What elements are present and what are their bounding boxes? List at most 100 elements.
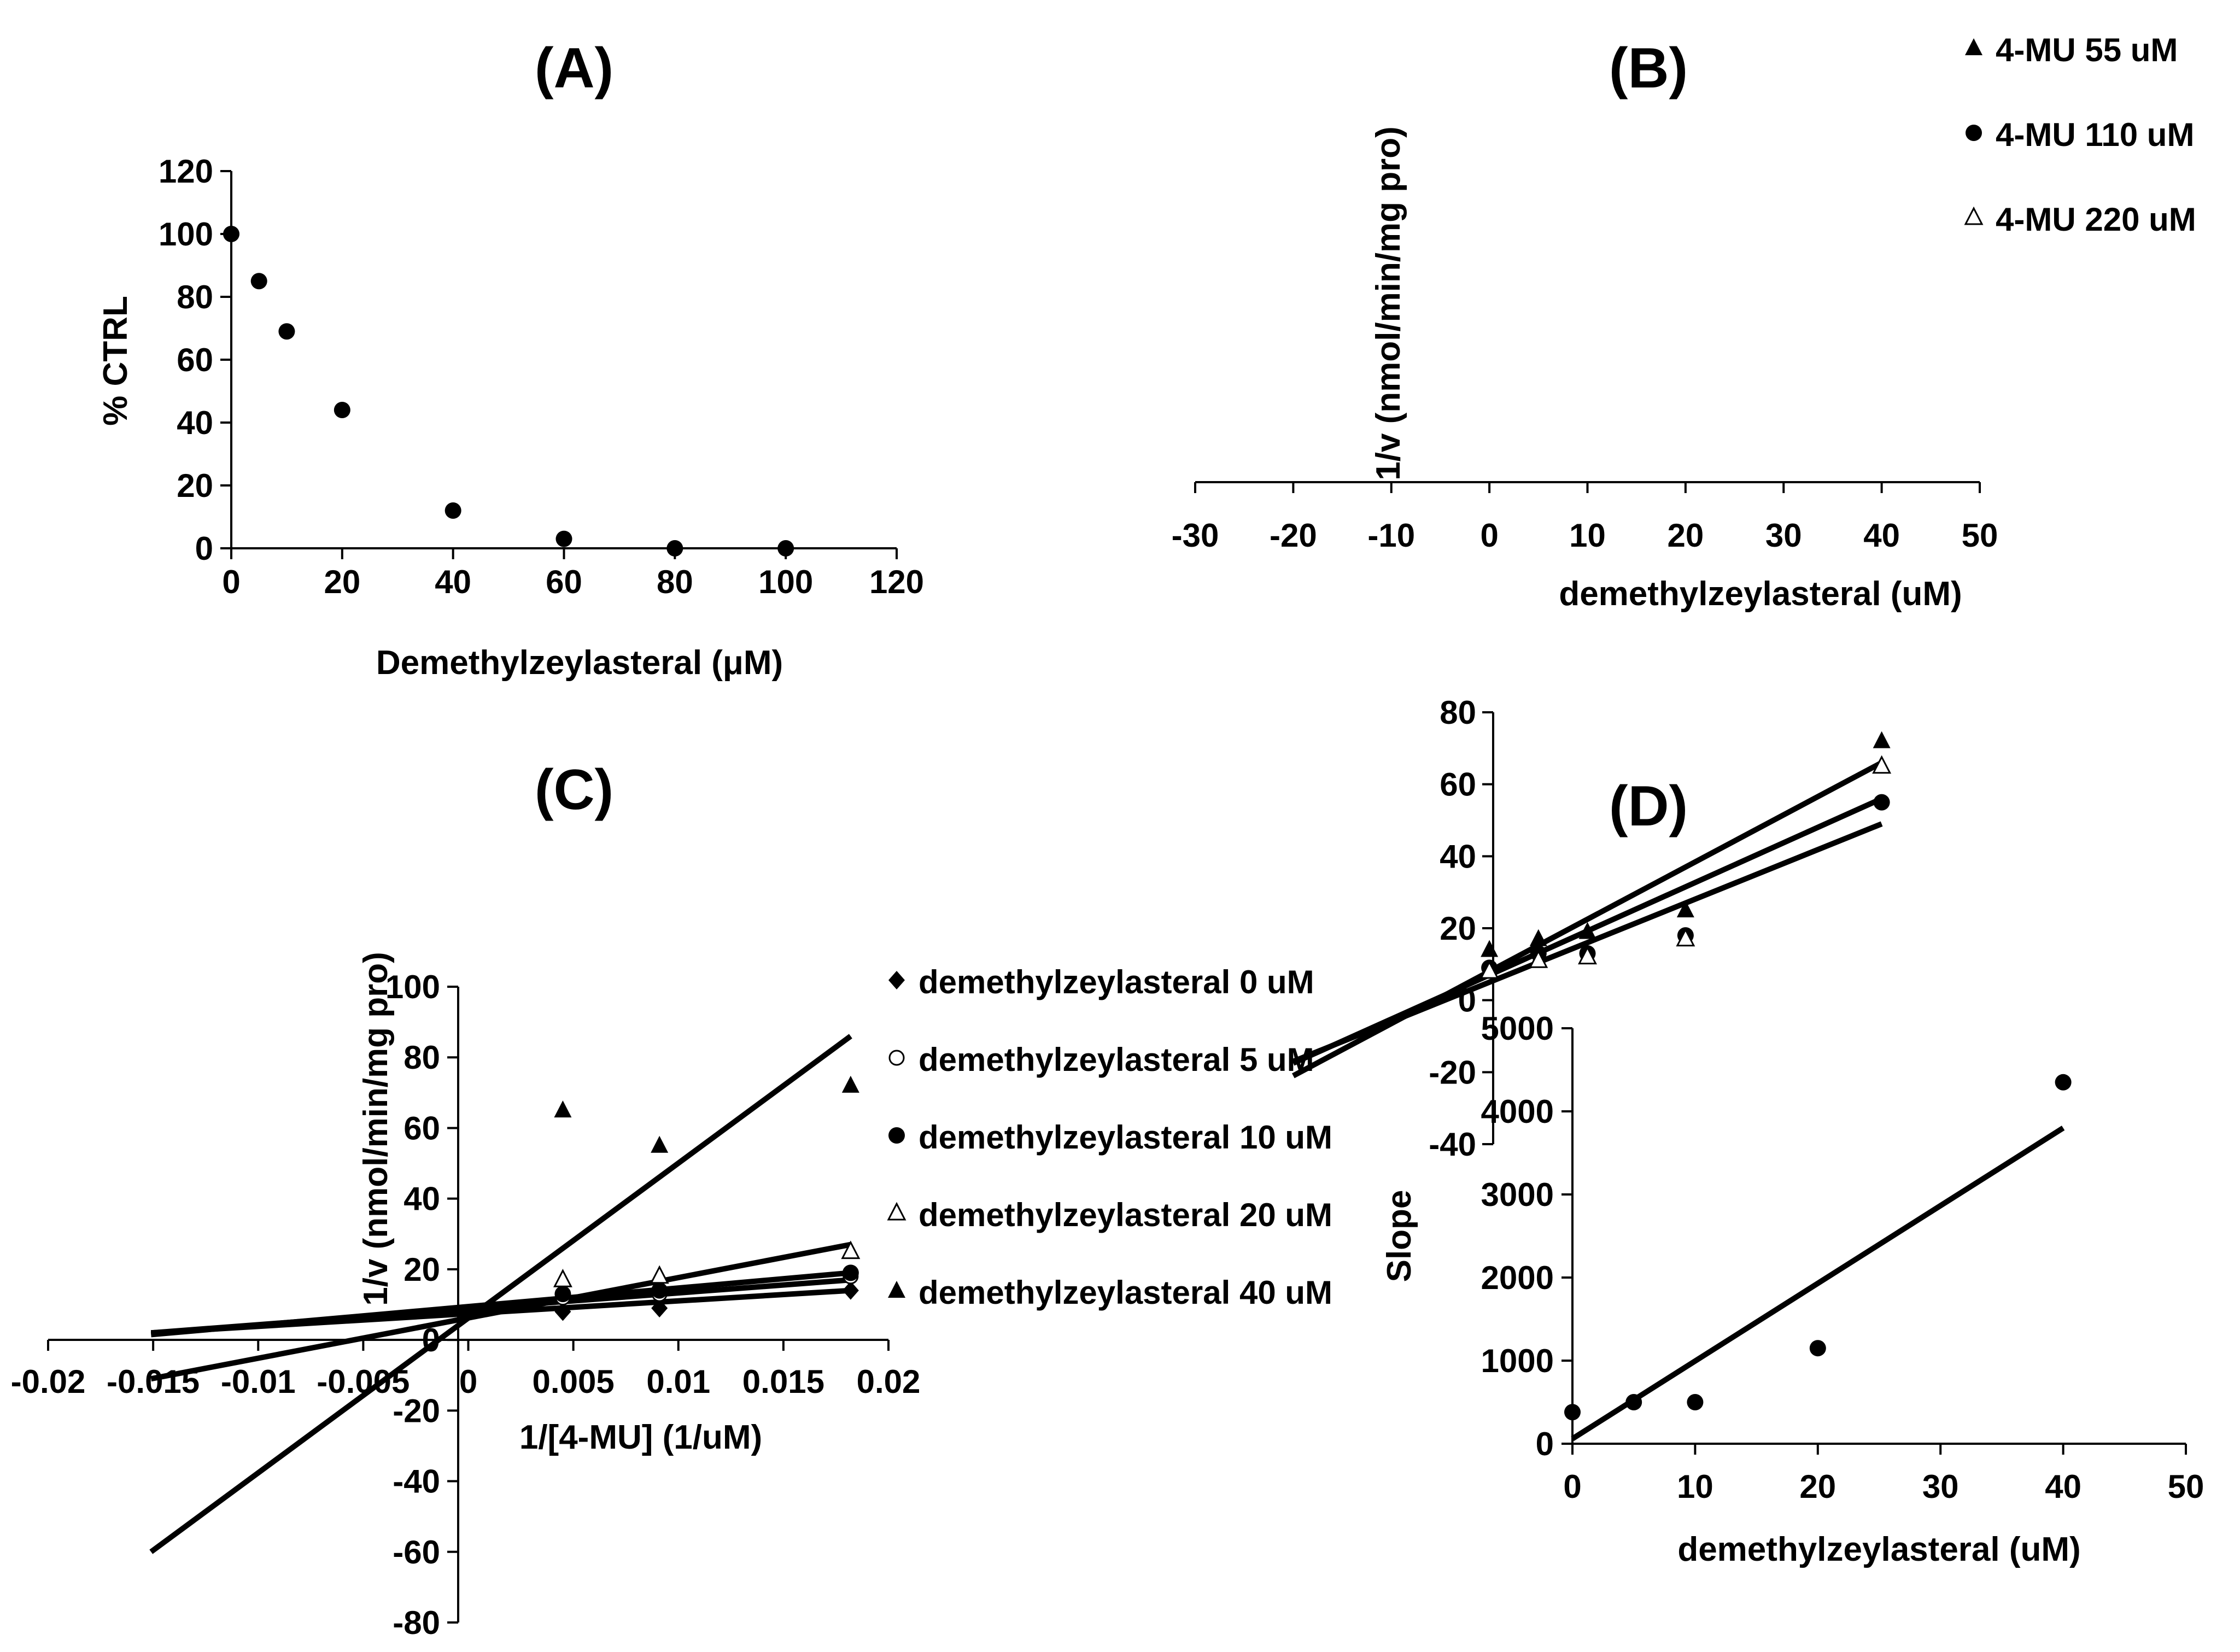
x-tick-label: 60 [546,564,582,600]
data-point [651,1135,669,1153]
legend-label: demethylzeylasteral 5 uM [919,1041,1314,1078]
fit-line-slope [1571,1126,2065,1442]
y-tick-label: 80 [177,279,213,315]
y-tick-label: 80 [1440,694,1476,731]
data-point [1529,929,1547,946]
x-tick-label: 0 [459,1363,477,1400]
data-point [841,1075,859,1093]
data-point [278,323,295,340]
panel-d: (D) 0 10 20 30 40 50 0 1000 2000 3000 4000 5000 demet… [1381,775,2204,1568]
x-tick-label: 100 [758,564,813,600]
x-axis-title: Demethylzeylasteral (μM) [376,644,783,682]
x-tick-label: 0.01 [646,1363,710,1400]
y-tick-label: 3000 [1481,1176,1554,1213]
legend-marker [1966,125,1982,141]
x-tick-label: 40 [2045,1468,2081,1505]
x-tick-label: 40 [435,564,471,600]
data-point [1676,928,1695,947]
data-point [1625,1394,1642,1410]
x-tick-label: 0.015 [742,1363,824,1400]
data-point [1564,1404,1581,1421]
legend-marker [1964,206,1984,225]
y-tick-label: 60 [177,342,213,378]
y-tick-label: 0 [1536,1426,1554,1462]
data-point [1873,731,1891,748]
legend-label: demethylzeylasteral 0 uM [919,964,1314,1000]
x-tick-label: 20 [1668,517,1704,554]
y-axis-title: 1/v (nmol/min/mg pro) [357,952,395,1306]
x-tick-label: -10 [1367,517,1415,554]
y-tick-label: 60 [403,1110,440,1146]
data-point [1481,940,1499,957]
x-tick-label: -20 [1270,517,1317,554]
y-tick-label: 2000 [1481,1259,1554,1296]
legend-label: 4-MU 55 uM [1996,32,2178,68]
y-tick-label: -40 [1429,1126,1476,1163]
data-point [554,1100,572,1118]
panel-title: (D) [1609,775,1688,838]
legend-marker [888,1281,905,1298]
legend-marker [1965,38,1982,55]
legend-label: 4-MU 110 uM [1996,116,2194,153]
legend-label: demethylzeylasteral 40 uM [919,1274,1332,1311]
x-tick-label: 30 [1765,517,1802,554]
x-tick-label: 80 [657,564,693,600]
y-tick-label: 40 [1440,838,1476,875]
y-axis-title: % CTRL [97,296,134,426]
x-tick-label: 0.005 [533,1363,615,1400]
data-point [554,1302,571,1321]
data-point [841,1240,861,1259]
y-tick-label: 20 [1440,910,1476,947]
panel-title: (C) [535,758,613,822]
data-point [1578,922,1596,939]
data-point [1479,960,1499,979]
y-tick-label: 0 [195,530,213,567]
x-tick-label: 10 [1677,1468,1713,1505]
panel-b: (B)-30 -20 -10 0 10 20 30 40 50-40-20020406080de… [1172,32,2196,1163]
fit-line-4-mu-220-um [1292,821,1883,1064]
x-axis-title: 1/[4-MU] (1/uM) [519,1419,762,1456]
x-tick-label: 40 [1863,517,1900,554]
data-point [1872,755,1892,774]
y-tick-label: -80 [393,1604,440,1641]
y-tick-label: -60 [393,1534,440,1571]
fit-line-4-mu-55-um [1292,760,1883,1079]
data-point [1529,949,1548,968]
fit-line-demethylzeylasteral-10-um [150,1270,851,1338]
y-tick-label: 4000 [1481,1093,1554,1130]
x-tick-label: 0 [1480,517,1498,554]
legend-label: demethylzeylasteral 10 uM [919,1119,1332,1156]
x-tick-label: 0.02 [857,1363,921,1400]
panel-c: (C)-0.02 -0.015 -0.01 -0.005 0 0.005 0.01 0.015… [11,758,1332,1641]
legend-marker [888,971,905,989]
x-tick-label: 50 [2168,1468,2204,1505]
y-tick-label: 5000 [1481,1010,1554,1047]
y-tick-label: 100 [159,216,213,253]
y-tick-label: -40 [393,1463,440,1500]
panel-title: (B) [1609,37,1688,100]
data-point [651,1282,668,1299]
data-point [554,1286,571,1303]
x-tick-label: 20 [324,564,360,600]
y-tick-label: 1000 [1481,1343,1554,1379]
data-point [223,226,239,242]
data-point [445,502,461,519]
x-tick-label: 10 [1569,517,1606,554]
legend-marker [888,1050,905,1066]
y-tick-label: -20 [393,1392,440,1429]
data-point [650,1265,669,1284]
x-axis-title: demethylzeylasteral (uM) [1559,575,1962,613]
data-point [1676,900,1694,918]
fit-line-demethylzeylasteral-20-um [150,1241,851,1382]
y-tick-label: 120 [159,153,213,190]
data-point [334,402,350,418]
data-point [1809,1340,1826,1357]
x-tick-label: 120 [869,564,924,600]
y-tick-label: 100 [385,969,440,1005]
data-point [553,1269,572,1287]
x-tick-label: 0 [222,564,240,600]
data-point [2055,1074,2072,1091]
data-point [1873,794,1890,811]
y-tick-label: 20 [177,467,213,504]
